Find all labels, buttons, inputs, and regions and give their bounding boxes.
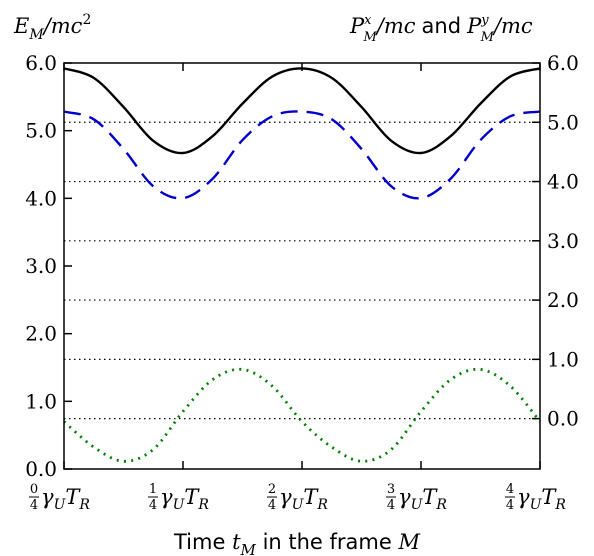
x-tick-den-1: 4 <box>149 498 157 513</box>
x-tick-den-4: 4 <box>506 498 514 513</box>
right-tick-label-1: 1.0 <box>547 347 579 371</box>
x-tick-den-2: 4 <box>268 498 276 513</box>
gridlines <box>64 121 540 420</box>
x-tick-text-1: γUTR <box>160 485 209 513</box>
x-tick-label-3: 34 γUTR <box>386 482 447 513</box>
x-tick-label-1: 14 γUTR <box>148 482 209 513</box>
left-tick-label-0: 0.0 <box>25 457 57 481</box>
x-tick-label-4: 44 γUTR <box>505 482 566 513</box>
x-axis-title: Time tM in the frame M <box>173 530 420 556</box>
right-tick-label-5: 5.0 <box>547 110 579 134</box>
right-tick-label-6: 6.0 <box>547 51 579 75</box>
x-tick-num-0: 0 <box>30 482 38 497</box>
left-axis-title: EM/mc2 <box>13 12 91 43</box>
x-tick-num-3: 3 <box>387 482 395 497</box>
right-tick-label-2: 2.0 <box>547 288 579 312</box>
left-tick-label-4: 4.0 <box>25 186 57 210</box>
left-tick-label-6: 6.0 <box>25 51 57 75</box>
plot-frame <box>63 62 541 470</box>
x-tick-text-4: γUTR <box>517 485 566 513</box>
right-tick-label-0: 0.0 <box>547 407 579 431</box>
x-tick-num-4: 4 <box>506 482 514 497</box>
x-tick-text-2: γUTR <box>279 485 328 513</box>
right-axis-title: Px M/mc and Py M/mc <box>349 13 533 45</box>
left-tick-label-1: 1.0 <box>25 389 57 413</box>
x-tick-text-3: γUTR <box>398 485 447 513</box>
series-layer <box>63 67 542 463</box>
series-line-dashed <box>63 110 541 200</box>
right-tick-label-4: 4.0 <box>547 170 579 194</box>
x-tick-text-0: γUTR <box>41 485 90 513</box>
left-tick-label-3: 3.0 <box>25 254 57 278</box>
left-tick-label-2: 2.0 <box>25 322 57 346</box>
x-tick-label-0: 04 γUTR <box>29 482 90 513</box>
ticks: 0.0 1.0 2.0 3.0 4.0 5.0 6.0 0.0 1.0 2.0 3.0 4.0 5.0 6… <box>25 51 579 481</box>
x-tick-label-2: 24 γUTR <box>267 482 328 513</box>
series-line-dotted <box>63 367 542 463</box>
x-tick-den-0: 4 <box>30 498 38 513</box>
x-tick-num-2: 2 <box>268 482 276 497</box>
x-tick-num-1: 1 <box>149 482 157 497</box>
x-tick-den-3: 4 <box>387 498 395 513</box>
left-tick-label-5: 5.0 <box>25 119 57 143</box>
right-tick-label-3: 3.0 <box>547 229 579 253</box>
series-line-solid <box>63 67 541 155</box>
